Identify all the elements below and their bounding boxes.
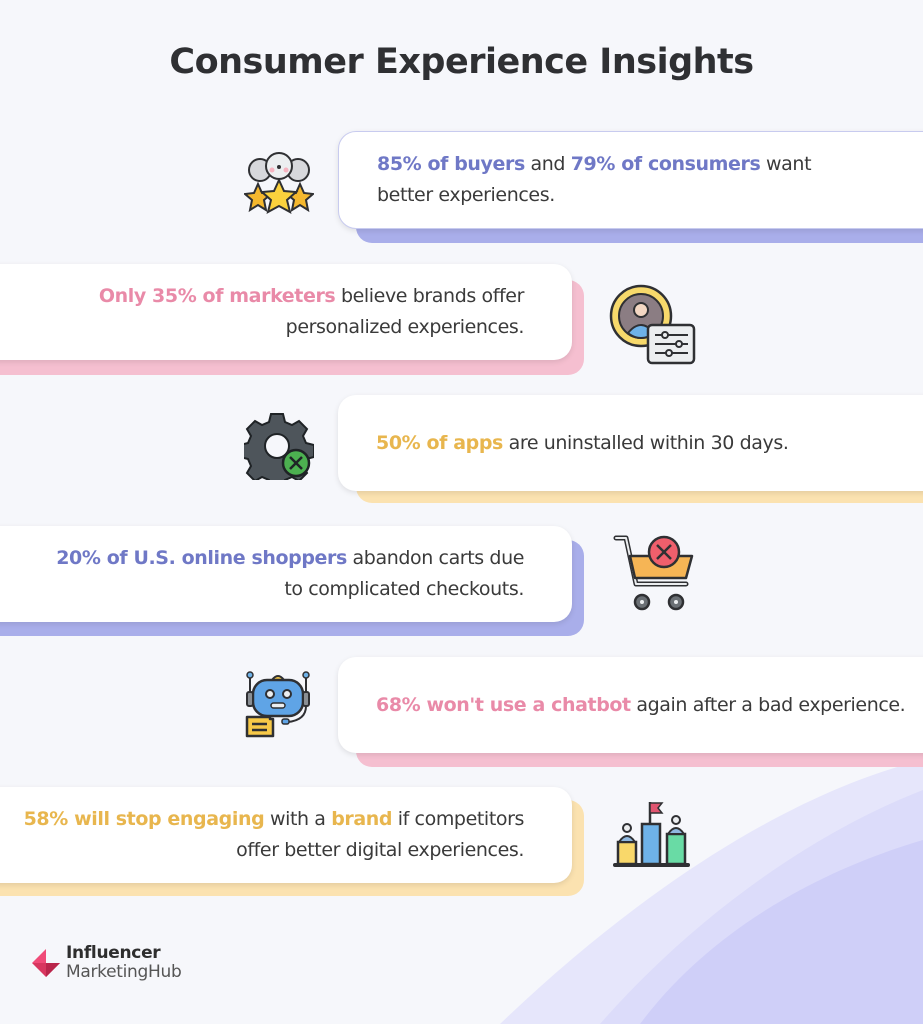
insight-text-line2: better experiences.: [377, 184, 555, 206]
page-title: Consumer Experience Insights: [169, 42, 754, 82]
personalization-profile-icon: [609, 284, 696, 365]
competition-podium-icon: [613, 802, 690, 867]
insight-text-line2: offer better digital experiences.: [236, 839, 524, 861]
cart-cancel-icon: [613, 535, 694, 611]
insight-text-line1: 85% of buyers and 79% of consumers want: [377, 153, 812, 175]
chatbot-icon: [245, 671, 310, 738]
insight-text-line1: 50% of apps are uninstalled within 30 da…: [376, 431, 789, 454]
insight-text-line1: 68% won't use a chatbot again after a ba…: [376, 693, 906, 716]
insight-text-line1: Only 35% of marketers believe brands off…: [98, 285, 525, 307]
insight-text-line1: 58% will stop engaging with a brand if c…: [23, 808, 525, 830]
insight-text-line1: 20% of U.S. online shoppers abandon cart…: [56, 547, 524, 569]
influencer-marketing-hub-logo: Influencer MarketingHub: [30, 944, 182, 982]
rating-stars-icon: [244, 152, 314, 214]
logo-mark-icon: [32, 949, 60, 977]
insight-text-line2: to complicated checkouts.: [284, 578, 524, 600]
gear-error-icon: [244, 413, 314, 480]
insight-text-line2: personalized experiences.: [285, 316, 525, 338]
